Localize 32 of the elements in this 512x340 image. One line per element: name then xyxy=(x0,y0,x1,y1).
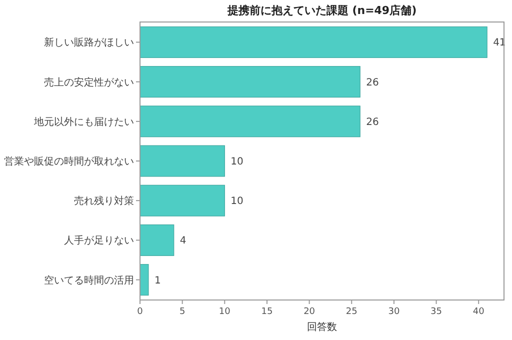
data-label: 1 xyxy=(154,275,161,286)
chart-title: 提携前に抱えていた課題 (n=49店舗) xyxy=(226,4,417,17)
bar xyxy=(140,224,174,256)
x-tick-label: 40 xyxy=(472,307,485,317)
bar xyxy=(140,145,225,177)
data-label: 26 xyxy=(366,116,379,128)
data-label: 4 xyxy=(180,236,186,247)
x-tick-label: 15 xyxy=(261,307,273,317)
y-tick-label: 空いてる時間の活用 xyxy=(44,274,134,286)
data-label: 10 xyxy=(230,156,244,168)
y-tick-label: 営業や販促の時間が取れない xyxy=(4,156,134,168)
x-tick-label: 10 xyxy=(218,307,231,317)
x-tick-label: 35 xyxy=(430,307,442,317)
y-tick-label: 売れ残り対策 xyxy=(74,195,134,208)
x-tick-label: 25 xyxy=(346,307,358,317)
data-label: 41 xyxy=(493,38,506,49)
bar xyxy=(140,26,488,58)
bar xyxy=(140,66,360,98)
x-tick-label: 0 xyxy=(137,307,144,317)
x-tick-label: 5 xyxy=(179,307,186,317)
data-label: 10 xyxy=(230,196,244,208)
x-tick-label: 20 xyxy=(304,307,316,317)
bar xyxy=(140,264,149,296)
x-axis-title: 回答数 xyxy=(307,321,337,333)
x-tick-label: 30 xyxy=(388,307,400,317)
y-tick-label: 新しい販路がほしい xyxy=(44,36,134,49)
y-tick-label: 売上の安定性がない xyxy=(44,76,134,88)
y-tick-label: 地元以外にも届けたい xyxy=(33,116,134,128)
bar xyxy=(140,184,225,216)
data-label: 26 xyxy=(366,77,379,88)
bar xyxy=(140,106,360,138)
y-tick-label: 人手が足りない xyxy=(64,234,134,247)
